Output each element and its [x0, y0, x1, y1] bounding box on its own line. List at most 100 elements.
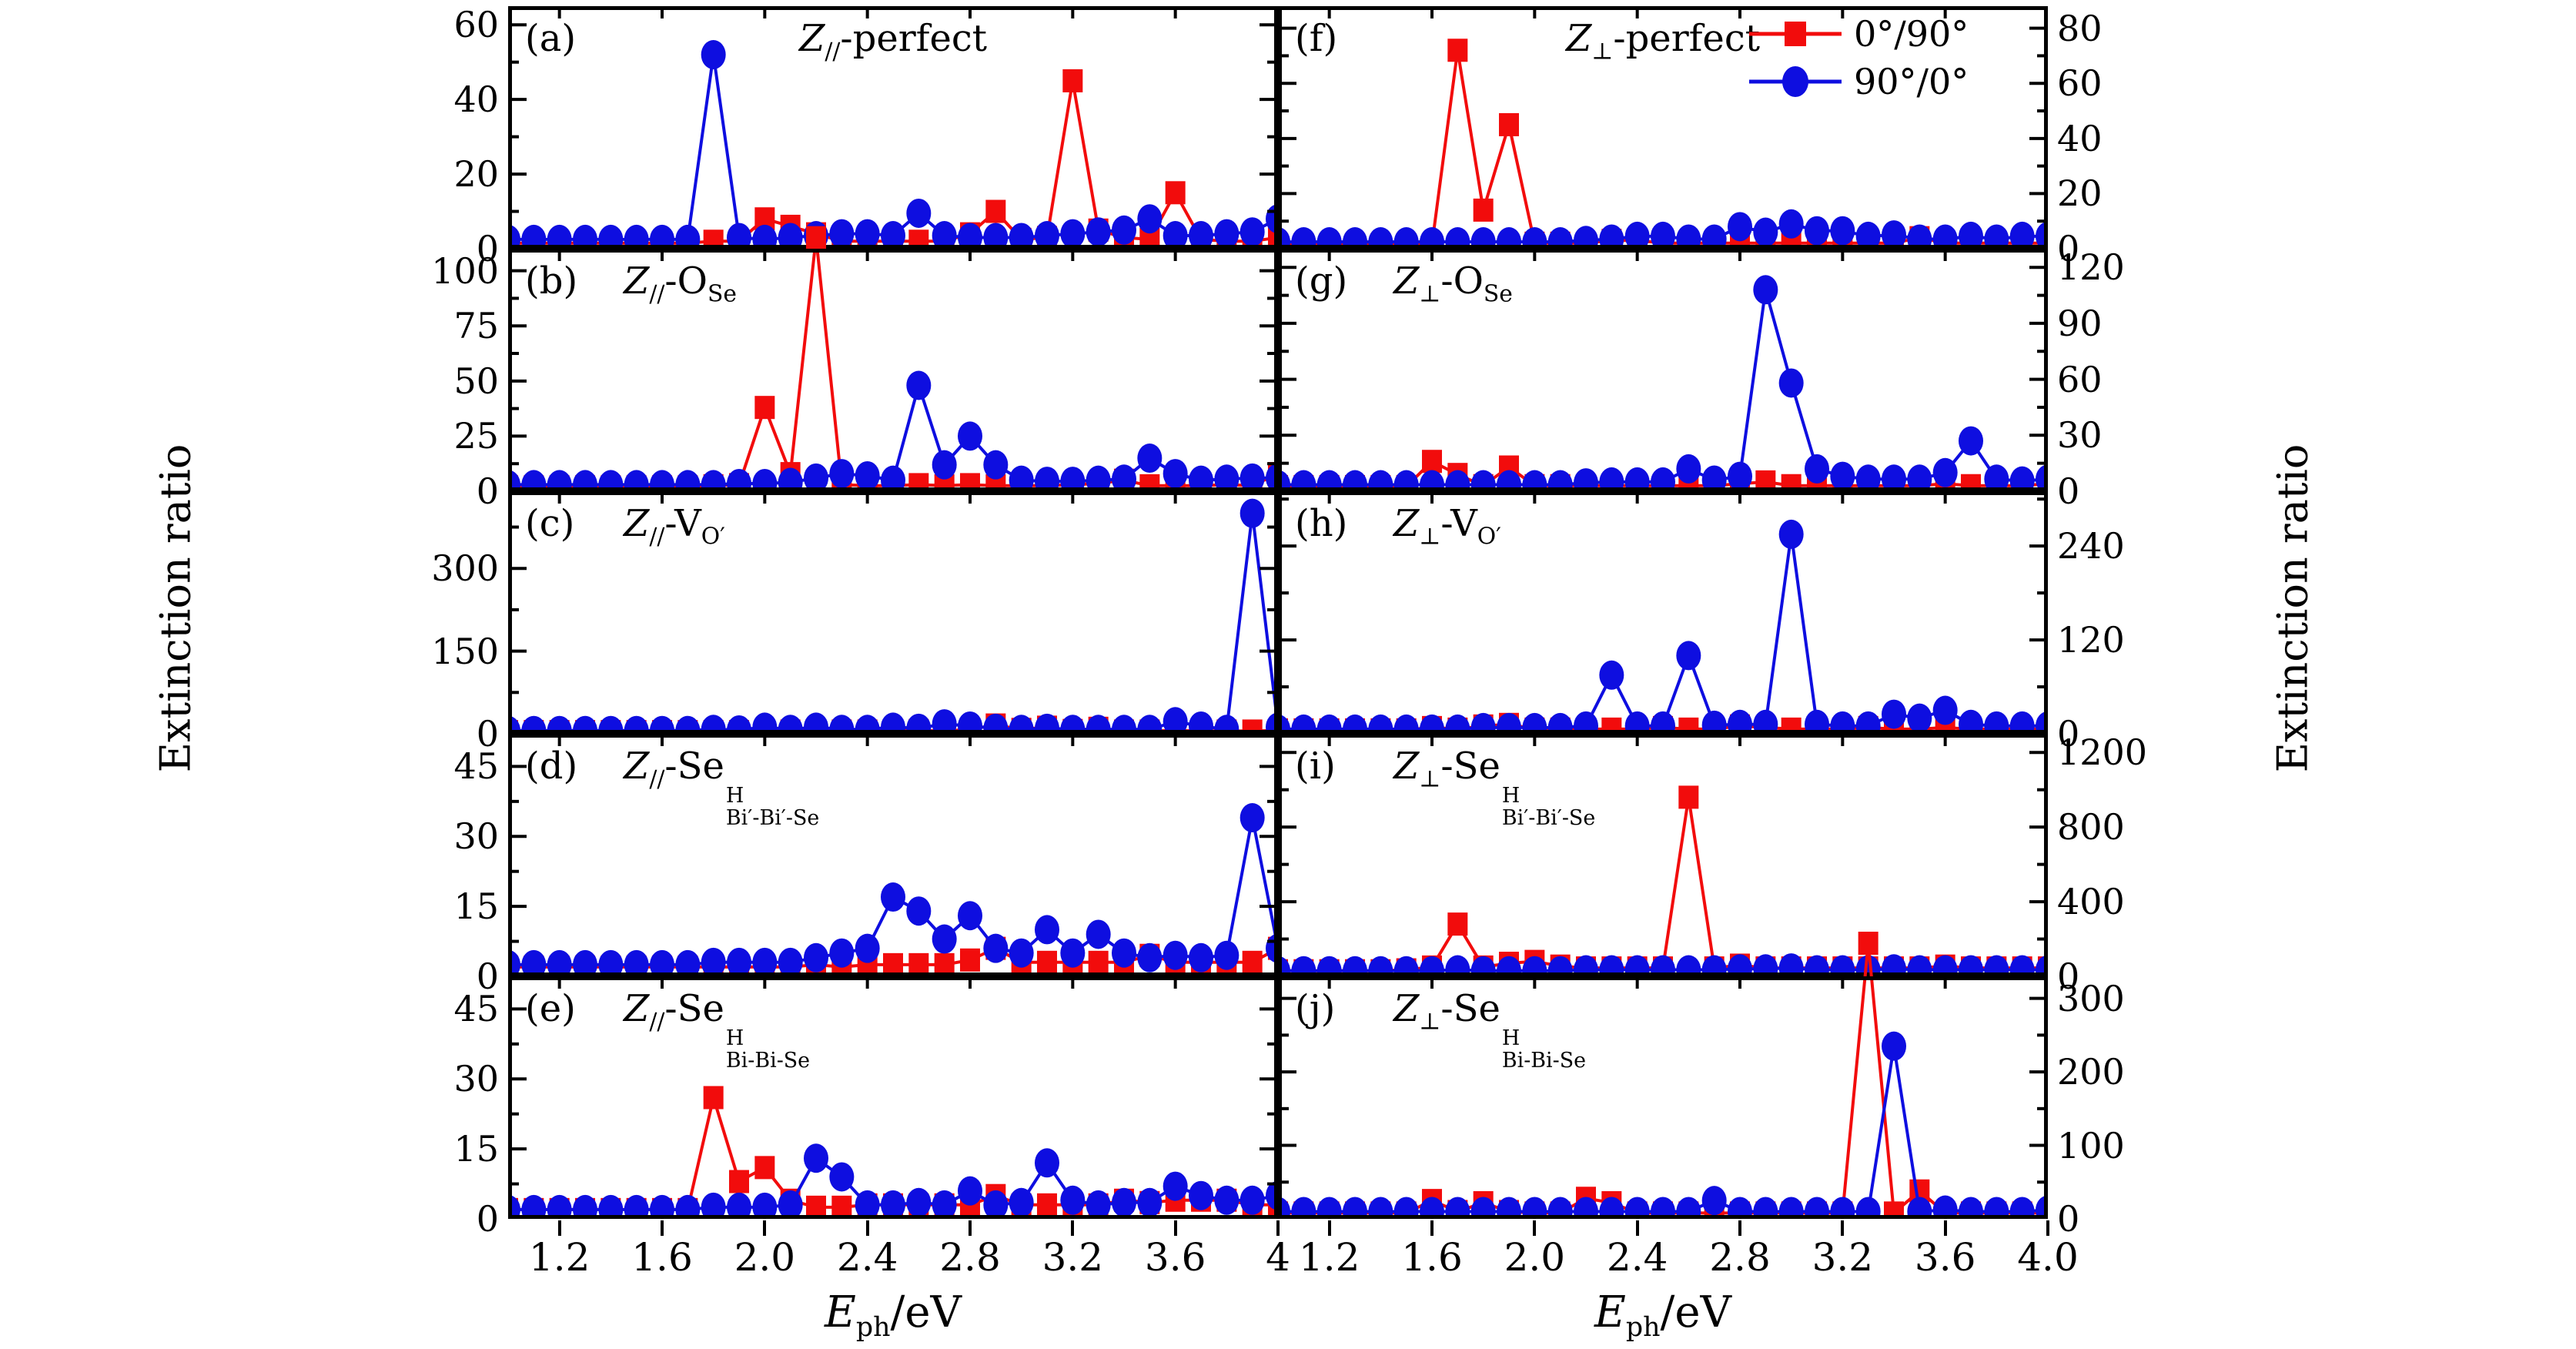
data-point-circle — [1291, 956, 1316, 976]
panel-a-title: Z//-perfect — [731, 18, 1055, 65]
panel-c-tag: (c) — [525, 502, 575, 545]
data-point-circle — [1393, 1197, 1419, 1219]
data-point-circle — [1984, 1197, 2009, 1219]
data-point-circle — [624, 1194, 649, 1219]
panel-i-ytick-label-1200: 1200 — [2057, 731, 2148, 774]
data-point-circle — [1651, 711, 1675, 734]
data-point-circle — [573, 949, 597, 976]
x-axis-tick — [763, 1220, 767, 1236]
data-point-square — [754, 396, 775, 420]
data-point-circle — [1368, 1197, 1393, 1219]
data-point-circle — [829, 459, 855, 489]
data-point-circle — [1599, 660, 1624, 690]
data-point-circle — [1497, 956, 1521, 976]
panel-d-ytick-label-45: 45 — [453, 745, 499, 788]
data-point-circle — [1214, 464, 1239, 491]
data-point-circle — [1574, 468, 1598, 491]
data-point-circle — [1651, 955, 1675, 976]
data-point-circle — [1778, 209, 1804, 239]
data-point-circle — [1393, 956, 1419, 976]
data-point-circle — [1497, 227, 1521, 249]
data-point-circle — [1676, 1197, 1701, 1219]
data-point-circle — [1830, 461, 1855, 491]
data-point-square — [754, 1156, 775, 1180]
data-point-circle — [547, 715, 572, 734]
data-point-circle — [1445, 714, 1470, 734]
panel-j-ytick-label-200: 200 — [2057, 1051, 2125, 1093]
data-point-circle — [881, 882, 905, 912]
data-point-square — [1422, 450, 1442, 474]
data-point-circle — [521, 949, 547, 976]
panel-j-series-blue — [1278, 1031, 2048, 1219]
title-superscript-subscript-stack: H Bi′-Bi′-Se — [1501, 783, 1596, 830]
panel-d-ytick-label-15: 15 — [453, 885, 499, 928]
legend-label: 0°/90° — [1854, 13, 1969, 55]
data-point-circle — [573, 1194, 597, 1219]
x-axis-tick — [969, 1220, 972, 1236]
data-point-circle — [1163, 221, 1188, 249]
data-point-circle — [701, 947, 726, 976]
data-point-circle — [1060, 467, 1086, 491]
x-axis-tick-label: 1.6 — [631, 1235, 693, 1280]
data-point-circle — [675, 1194, 701, 1219]
data-point-circle — [1189, 1180, 1213, 1210]
data-point-circle — [547, 224, 572, 249]
panel-g-series-blue — [1278, 275, 2048, 491]
panel-a-ytick-label-20: 20 — [453, 153, 499, 196]
data-point-circle — [2009, 711, 2035, 734]
data-point-circle — [1522, 956, 1547, 976]
panel-d-title: Z//-Se H Bi′-Bi′-Se — [624, 746, 819, 829]
data-point-circle — [983, 1190, 1009, 1219]
x-axis-tick — [1533, 1220, 1537, 1236]
data-point-circle — [1112, 215, 1136, 245]
data-point-circle — [1214, 1185, 1239, 1215]
data-point-circle — [2009, 466, 2035, 491]
data-point-circle — [1907, 1197, 1932, 1219]
data-point-circle — [1778, 1197, 1804, 1219]
data-point-circle — [1984, 955, 2009, 976]
data-point-circle — [1547, 1197, 1573, 1219]
x-axis-tick — [1071, 1220, 1075, 1236]
panel-i-series-blue — [1278, 953, 2048, 976]
data-point-circle — [804, 463, 828, 491]
data-point-square — [1858, 932, 1878, 956]
data-point-circle — [1959, 426, 1983, 456]
title-superscript-subscript-stack: H Bi-Bi-Se — [1501, 1026, 1587, 1073]
data-point-circle — [1855, 464, 1881, 491]
panel-b-title: Z//-OSe — [624, 261, 737, 307]
panel-b-ytick-label-100: 100 — [431, 249, 499, 292]
data-point-circle — [752, 1192, 778, 1219]
data-point-circle — [1522, 712, 1547, 734]
data-point-circle — [983, 713, 1009, 734]
panel-g-border — [1278, 249, 2048, 491]
data-point-circle — [1728, 461, 1752, 491]
panel-d-plot — [508, 734, 1278, 976]
title-subscript: Se — [1483, 280, 1513, 308]
data-point-circle — [1701, 955, 1727, 976]
data-point-circle — [701, 715, 726, 734]
data-point-circle — [1624, 221, 1650, 249]
data-point-circle — [829, 938, 855, 968]
panel-e-tag: (e) — [525, 987, 576, 1030]
data-point-circle — [1470, 227, 1496, 249]
panel-i-ytick-label-400: 400 — [2057, 881, 2125, 923]
title-text: Z — [624, 987, 650, 1030]
data-point-circle — [906, 370, 932, 400]
data-point-circle — [650, 224, 674, 249]
data-point-circle — [1701, 710, 1727, 734]
title-text: E — [1594, 1287, 1626, 1337]
data-point-circle — [650, 470, 674, 491]
legend-circle-marker-icon — [1749, 66, 1842, 97]
data-point-square — [1473, 198, 1494, 222]
data-point-circle — [1882, 220, 1906, 249]
data-point-circle — [1547, 227, 1573, 249]
panel-a-ytick-label-60: 60 — [453, 4, 499, 46]
title-text: -Se — [1440, 987, 1500, 1030]
legend-item-red: 0°/90° — [1749, 12, 1969, 55]
x-axis-tick-label: 3.2 — [1812, 1235, 1874, 1280]
data-point-circle — [1239, 498, 1265, 528]
panel-b-ytick-label-0: 0 — [476, 470, 499, 512]
title-text: -Se — [664, 987, 724, 1030]
data-point-circle — [624, 715, 649, 734]
